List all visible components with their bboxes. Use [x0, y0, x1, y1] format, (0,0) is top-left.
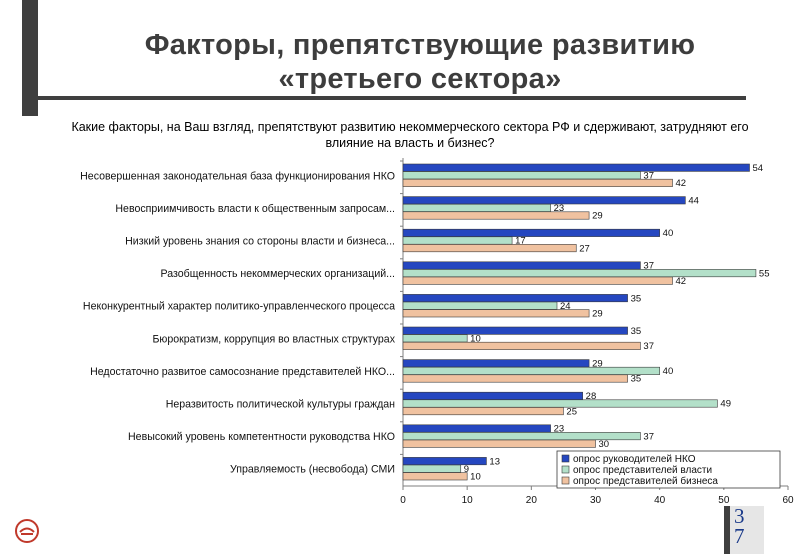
bar: [402, 171, 641, 180]
category-label: Невысокий уровень компетентности руковод…: [128, 431, 395, 443]
data-label: 25: [566, 406, 577, 417]
data-label: 29: [592, 309, 603, 320]
logo-icon: [15, 519, 39, 543]
category-label: Невосприимчивость власти к общественным …: [115, 203, 395, 215]
bar: [402, 334, 468, 343]
bar: [402, 457, 487, 466]
bar: [402, 424, 551, 433]
bar: [402, 196, 686, 205]
page-number-box: 37: [724, 506, 764, 554]
data-label: 37: [643, 341, 654, 352]
legend-swatch: [561, 465, 570, 474]
bar: [402, 399, 718, 408]
bar: [402, 163, 750, 172]
data-label: 23: [554, 424, 565, 435]
bar: [402, 294, 628, 303]
data-label: 44: [688, 196, 699, 207]
category-label: Бюрократизм, коррупция во властных струк…: [152, 333, 395, 345]
bar: [402, 228, 660, 237]
bar: [402, 464, 462, 473]
data-label: 40: [663, 228, 674, 239]
bar: [402, 374, 628, 383]
category-label: Управляемость (несвобода) СМИ: [230, 464, 395, 476]
bar: [402, 178, 673, 187]
bar: [402, 301, 558, 310]
data-label: 42: [676, 276, 687, 287]
x-tick-label: 60: [782, 495, 794, 506]
data-label: 40: [663, 366, 674, 377]
data-label: 54: [753, 163, 764, 174]
data-label: 37: [643, 261, 654, 272]
legend-label: опрос представителей бизнеса: [573, 475, 718, 487]
category-label: Низкий уровень знания со стороны власти …: [125, 236, 395, 248]
x-tick-label: 10: [462, 495, 474, 506]
data-label: 37: [643, 171, 654, 182]
bar: [402, 203, 551, 212]
bar: [402, 309, 590, 318]
bar: [402, 269, 757, 278]
data-label: 13: [489, 456, 500, 467]
legend-swatch: [561, 454, 570, 463]
data-label: 23: [554, 203, 565, 214]
category-label: Недостаточно развитое самосознание предс…: [90, 366, 395, 378]
bar: [402, 366, 660, 375]
data-label: 37: [643, 431, 654, 442]
legend-swatch: [561, 476, 570, 485]
data-label: 49: [720, 399, 731, 410]
bar: [402, 391, 583, 400]
data-label: 17: [515, 236, 526, 247]
category-label: Неконкурентный характер политико-управле…: [83, 301, 395, 313]
legend-label: опрос представителей власти: [573, 465, 712, 476]
bar: [402, 326, 628, 335]
category-label: Несовершенная законодательная база функц…: [80, 170, 395, 182]
data-label: 27: [579, 243, 590, 254]
data-label: 10: [470, 472, 481, 483]
data-label: 29: [592, 211, 603, 222]
data-label: 24: [560, 301, 571, 312]
x-tick-label: 50: [718, 495, 730, 506]
legend-box: [556, 450, 781, 489]
data-label: 55: [759, 268, 770, 279]
category-label: Неразвитость политической культуры гражд…: [166, 399, 395, 411]
title-divider: [22, 96, 746, 100]
x-tick-label: 20: [526, 495, 538, 506]
x-tick-label: 40: [654, 495, 666, 506]
category-label: Разобщенность некоммерческих организаций…: [161, 268, 395, 280]
bar: [402, 276, 673, 285]
bar: [402, 341, 641, 350]
data-label: 28: [586, 391, 597, 402]
data-label: 10: [470, 334, 481, 345]
data-label: 9: [464, 464, 469, 475]
bar: [402, 236, 513, 245]
x-tick-label: 0: [400, 495, 406, 506]
page-number: 37: [734, 504, 745, 548]
bar: [402, 261, 641, 270]
left-accent-bar: [22, 0, 38, 116]
data-label: 35: [631, 293, 642, 304]
data-label: 35: [631, 374, 642, 385]
data-label: 30: [599, 439, 610, 450]
data-label: 42: [676, 178, 687, 189]
data-label: 29: [592, 359, 603, 370]
chart-title: Какие факторы, на Ваш взгляд, препятству…: [71, 120, 749, 150]
legend-label: опрос руководителей НКО: [573, 454, 696, 465]
x-tick-label: 30: [590, 495, 602, 506]
slide-title: Факторы, препятствующие развитию «третье…: [144, 29, 696, 95]
bar: [402, 244, 577, 253]
bar: [402, 211, 590, 220]
bar: [402, 439, 596, 448]
bar: [402, 359, 590, 368]
bar: [402, 407, 564, 416]
data-label: 35: [631, 326, 642, 337]
bar: [402, 472, 468, 481]
